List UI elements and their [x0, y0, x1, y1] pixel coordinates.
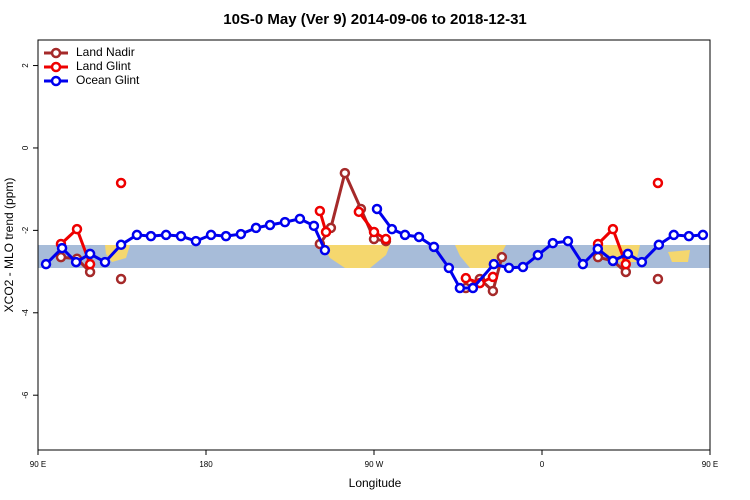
- point: [371, 203, 383, 215]
- point: [131, 229, 143, 241]
- point: [607, 255, 619, 267]
- point: [190, 235, 202, 247]
- point: [413, 231, 425, 243]
- point: [683, 230, 695, 242]
- point: [496, 251, 508, 263]
- x-tick-label: 180: [199, 460, 213, 469]
- point: [547, 237, 559, 249]
- legend-label: Land Glint: [76, 59, 131, 73]
- point: [517, 261, 529, 273]
- point: [99, 256, 111, 268]
- point: [353, 206, 365, 218]
- point: [443, 262, 455, 274]
- point: [652, 273, 664, 285]
- point: [320, 226, 332, 238]
- point: [562, 235, 574, 247]
- point: [460, 272, 472, 284]
- point: [653, 239, 665, 251]
- point: [235, 228, 247, 240]
- point: [314, 205, 326, 217]
- legend-label: Ocean Glint: [76, 73, 140, 87]
- point: [279, 216, 291, 228]
- point: [56, 242, 68, 254]
- point: [607, 223, 619, 235]
- point: [205, 229, 217, 241]
- y-tick-label: 2: [21, 63, 30, 68]
- land-patch: [322, 245, 390, 268]
- point: [577, 258, 589, 270]
- point: [386, 223, 398, 235]
- point: [264, 219, 276, 231]
- point: [467, 282, 479, 294]
- point: [380, 233, 392, 245]
- y-tick-label: 0: [21, 145, 30, 150]
- legend-marker: [50, 47, 62, 59]
- point: [503, 262, 515, 274]
- point: [592, 251, 604, 263]
- point: [487, 271, 499, 283]
- y-tick-label: -4: [21, 309, 30, 317]
- x-tick-label: 90 W: [365, 460, 384, 469]
- y-axis-label: XCO2 - MLO trend (ppm): [2, 178, 16, 313]
- point: [294, 213, 306, 225]
- y-tick-label: -2: [21, 226, 30, 234]
- point: [620, 258, 632, 270]
- x-axis-label: Longitude: [349, 476, 402, 490]
- legend-label: Land Nadir: [76, 45, 135, 59]
- point: [652, 177, 664, 189]
- point: [697, 229, 709, 241]
- point: [592, 243, 604, 255]
- point: [115, 273, 127, 285]
- point: [115, 177, 127, 189]
- point: [55, 251, 67, 263]
- point: [220, 230, 232, 242]
- point: [487, 285, 499, 297]
- point: [84, 248, 96, 260]
- land-patch: [668, 250, 690, 262]
- x-tick-label: 90 E: [30, 460, 46, 469]
- point: [160, 229, 172, 241]
- point: [622, 248, 634, 260]
- point: [399, 229, 411, 241]
- point: [145, 230, 157, 242]
- point: [40, 258, 52, 270]
- point: [488, 258, 500, 270]
- point: [636, 256, 648, 268]
- point: [532, 249, 544, 261]
- point: [250, 222, 262, 234]
- legend-marker: [50, 61, 62, 73]
- point: [84, 258, 96, 270]
- legend-marker: [50, 75, 62, 87]
- point: [454, 282, 466, 294]
- chart-title: 10S-0 May (Ver 9) 2014-09-06 to 2018-12-…: [223, 11, 527, 28]
- point: [71, 223, 83, 235]
- y-tick-label: -6: [21, 391, 30, 399]
- point: [428, 241, 440, 253]
- point: [319, 244, 331, 256]
- point: [175, 230, 187, 242]
- point: [115, 239, 127, 251]
- x-tick-label: 0: [540, 460, 545, 469]
- x-tick-label: 90 E: [702, 460, 718, 469]
- point: [668, 229, 680, 241]
- point: [70, 256, 82, 268]
- point: [368, 226, 380, 238]
- point: [339, 167, 351, 179]
- point: [308, 220, 320, 232]
